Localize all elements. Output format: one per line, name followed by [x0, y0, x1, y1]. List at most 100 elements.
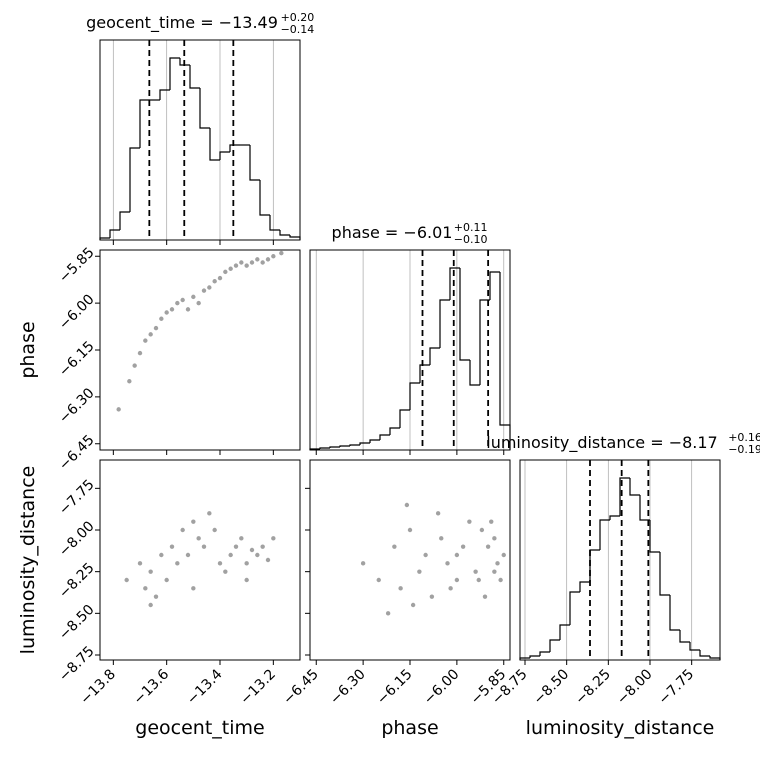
sample-point: [454, 577, 460, 583]
sample-point: [467, 519, 472, 524]
x-tick-label: −13.6: [131, 666, 173, 708]
hist-step: [419, 364, 430, 383]
sample-point: [185, 307, 191, 312]
hist-step: [159, 89, 170, 100]
title-plus: +0.11: [454, 221, 488, 234]
sample-point: [228, 552, 233, 558]
sample-point: [244, 561, 249, 566]
y-tick-label: −6.15: [56, 338, 98, 380]
sample-point: [271, 536, 276, 541]
y-tick-label: −8.50: [56, 602, 98, 644]
sample-point: [137, 350, 143, 356]
hist-step: [659, 552, 670, 596]
sample-point: [191, 519, 196, 524]
sample-point: [279, 250, 284, 256]
hist-step: [579, 581, 590, 592]
hist-step: [359, 442, 370, 445]
axes-frame: [519, 459, 721, 661]
hist-step: [569, 591, 580, 625]
hist-step: [109, 229, 120, 238]
x-axis-label: geocent_time: [135, 717, 264, 739]
title-plus: +0.20: [281, 11, 315, 24]
x-tick-label: −13.8: [77, 666, 119, 708]
sample-point: [244, 263, 249, 268]
x-tick-label: −6.00: [421, 666, 463, 708]
y-tick-label: −5.85: [56, 245, 98, 287]
sample-point: [196, 300, 201, 306]
sample-point: [207, 285, 212, 290]
hist-step: [289, 235, 301, 240]
sample-point: [223, 269, 228, 275]
title-minus: −0.10: [454, 233, 488, 246]
sample-point: [249, 547, 255, 553]
sample-point: [137, 561, 143, 566]
x-tick-label: −7.75: [656, 666, 698, 708]
hist-step: [629, 478, 640, 496]
sample-point: [239, 260, 244, 265]
sample-point: [191, 294, 196, 300]
sample-point: [244, 577, 249, 583]
sample-point: [392, 544, 397, 549]
hist-step: [689, 642, 700, 651]
sample-point: [492, 569, 497, 574]
hist-step: [179, 58, 190, 66]
sample-point: [448, 586, 453, 591]
hist-step: [709, 656, 721, 660]
hist-step: [559, 624, 570, 640]
sample-point: [148, 602, 153, 608]
hist-step: [489, 271, 500, 300]
sample-point: [143, 586, 148, 591]
sample-point: [169, 307, 175, 312]
sample-point: [164, 577, 169, 583]
sample-point: [132, 363, 137, 368]
hist-step: [209, 128, 220, 161]
hist-step: [669, 595, 680, 631]
x-tick-label: −13.4: [184, 666, 226, 708]
hist-step: [339, 445, 350, 447]
sample-point: [207, 511, 212, 516]
sample-point: [439, 536, 444, 541]
hist-step: [479, 299, 490, 385]
sample-point: [407, 527, 413, 533]
x-tick-label: −6.45: [280, 666, 322, 708]
x-tick-label: −13.2: [237, 666, 279, 708]
x-axis-label: phase: [381, 717, 438, 739]
title-plus: +0.16: [728, 431, 760, 444]
hist-step: [389, 427, 400, 435]
sample-point: [410, 602, 416, 608]
axes-frame: [309, 459, 511, 661]
panel-title: luminosity_distance = −8.17: [486, 433, 717, 453]
sample-point: [233, 263, 239, 268]
sample-point: [169, 544, 175, 549]
hist-step: [599, 519, 610, 550]
sample-point: [249, 260, 255, 265]
x-tick-label: −8.00: [614, 666, 656, 708]
sample-point: [164, 310, 169, 315]
x-axis-label: luminosity_distance: [526, 717, 715, 739]
hist-step: [169, 57, 180, 90]
hist-step: [619, 477, 630, 516]
y-tick-label: −8.00: [56, 518, 98, 560]
sample-point: [398, 586, 403, 591]
sample-point: [255, 257, 260, 262]
hist-step: [99, 237, 110, 240]
sample-point: [360, 561, 366, 566]
sample-point: [260, 260, 265, 265]
hist-step: [499, 272, 511, 450]
sample-point: [143, 338, 148, 343]
hist-step: [199, 88, 210, 129]
hist-step: [609, 515, 620, 520]
hist-step: [259, 180, 270, 216]
y-tick-label: −7.75: [56, 477, 98, 519]
hist-step: [139, 99, 150, 148]
sample-point: [201, 288, 207, 293]
sample-point: [159, 316, 164, 321]
sample-point: [175, 561, 180, 566]
sample-point: [435, 511, 441, 516]
hist-step: [429, 347, 440, 365]
sample-point: [460, 544, 466, 549]
sample-point: [148, 569, 153, 574]
sample-point: [492, 536, 497, 541]
sample-point: [239, 536, 244, 541]
